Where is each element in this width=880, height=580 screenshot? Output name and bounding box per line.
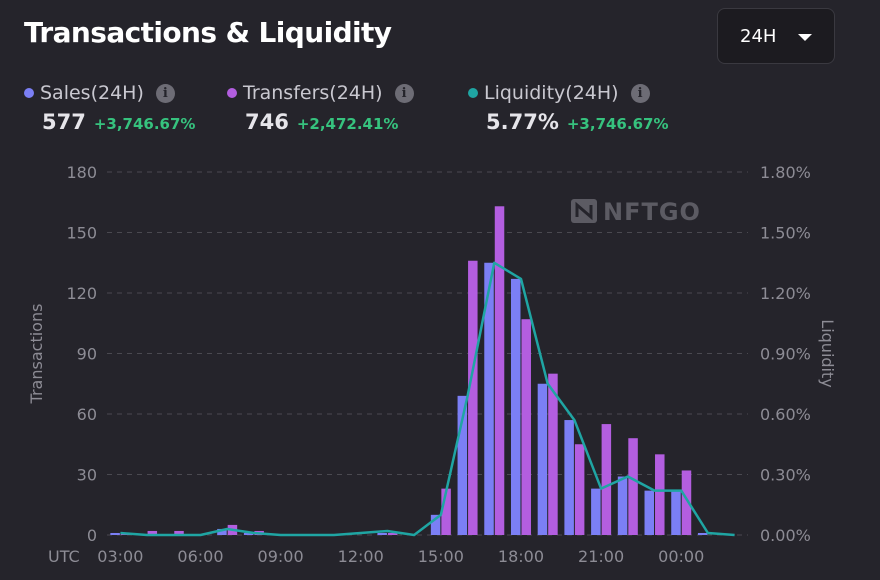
nftgo-watermark: NFTGO — [571, 198, 701, 226]
sales-bar — [243, 532, 254, 535]
x-tick-label: 18:00 — [498, 547, 544, 566]
transfers-legend-dot — [227, 88, 237, 98]
y2-tick-label: 1.80% — [760, 163, 811, 182]
sales-bar — [617, 476, 628, 535]
x-tick-label: 09:00 — [258, 547, 304, 566]
chart-title: Transactions & Liquidity — [24, 16, 392, 49]
transfers-bar — [521, 319, 531, 535]
sales-bar — [697, 532, 708, 535]
sales-bar — [537, 383, 548, 535]
metric-sales: Sales(24H) i 577 +3,746.67% — [24, 82, 195, 134]
info-icon[interactable]: i — [155, 83, 175, 103]
sales-bar — [377, 532, 387, 535]
time-range-select[interactable]: 24H — [717, 8, 835, 64]
y-tick-label: 120 — [66, 284, 97, 303]
y-tick-label: 90 — [77, 345, 97, 364]
y2-tick-label: 0.00% — [760, 526, 811, 545]
transfers-bar — [174, 530, 184, 535]
y2-tick-label: 1.20% — [760, 284, 811, 303]
x-tick-label: 15:00 — [418, 547, 464, 566]
transfers-bar — [655, 454, 665, 535]
liquidity-legend-dot — [468, 88, 478, 98]
liquidity-change: +3,746.67% — [566, 115, 669, 133]
y-tick-label: 60 — [77, 405, 97, 424]
x-tick-label: 12:00 — [338, 547, 384, 566]
transfers-bar — [628, 438, 638, 535]
watermark-text: NFTGO — [603, 198, 701, 226]
info-icon[interactable]: i — [394, 83, 414, 103]
transfers-label: Transfers(24H) — [243, 82, 383, 104]
transfers-bar — [227, 524, 238, 535]
y-tick-label: 0 — [87, 526, 97, 545]
timezone-label: UTC — [48, 547, 80, 566]
y-axis-label: Transactions — [27, 304, 46, 405]
liquidity-line — [120, 261, 735, 537]
transfers-change: +2,472.41% — [296, 115, 399, 133]
x-tick-label: 06:00 — [177, 547, 223, 566]
transfers-bar — [548, 373, 558, 535]
sales-bar — [457, 395, 468, 535]
sales-bar — [671, 490, 681, 535]
sales-bar — [110, 532, 120, 535]
sales-change: +3,746.67% — [93, 115, 196, 133]
liquidity-label: Liquidity(24H) — [484, 82, 619, 104]
sales-bar — [484, 262, 494, 535]
info-icon[interactable]: i — [630, 83, 650, 103]
transfers-bar — [574, 444, 585, 535]
time-range-value: 24H — [740, 25, 777, 47]
transfers-value: 746 — [245, 110, 289, 134]
sales-bar — [644, 490, 655, 535]
y2-tick-label: 0.90% — [760, 345, 811, 364]
transfers-bar — [468, 260, 478, 535]
y2-tick-label: 0.30% — [760, 466, 811, 485]
transfers-bar — [147, 530, 158, 535]
transfers-bar — [120, 532, 131, 535]
metric-transfers: Transfers(24H) i 746 +2,472.41% — [227, 82, 414, 134]
x-tick-label: 21:00 — [578, 547, 624, 566]
transfers-bar — [387, 532, 398, 535]
transfers-bar — [494, 206, 505, 536]
y-tick-label: 180 — [66, 163, 97, 182]
sales-bar — [217, 528, 227, 535]
sales-label: Sales(24H) — [40, 82, 144, 104]
transfers-bar — [681, 470, 692, 535]
y2-tick-label: 0.60% — [760, 405, 811, 424]
transfers-bar — [441, 488, 451, 535]
metric-liquidity: Liquidity(24H) i 5.77% +3,746.67% — [468, 82, 668, 134]
y2-tick-label: 1.50% — [760, 224, 811, 243]
chevron-down-icon — [798, 34, 812, 41]
sales-bar — [564, 420, 574, 535]
sales-bar — [591, 488, 601, 535]
sales-legend-dot — [24, 88, 34, 98]
y-tick-label: 150 — [66, 224, 97, 243]
sales-bar — [510, 278, 521, 535]
sales-value: 577 — [42, 110, 86, 134]
sales-bar — [430, 514, 441, 535]
y2-axis-label: Liquidity — [818, 319, 837, 387]
transfers-bar — [254, 530, 264, 535]
x-tick-label: 00:00 — [658, 547, 704, 566]
x-tick-label: 03:00 — [97, 547, 143, 566]
y-tick-label: 30 — [77, 466, 97, 485]
transfers-bar — [601, 424, 612, 535]
liquidity-value: 5.77% — [486, 110, 559, 134]
